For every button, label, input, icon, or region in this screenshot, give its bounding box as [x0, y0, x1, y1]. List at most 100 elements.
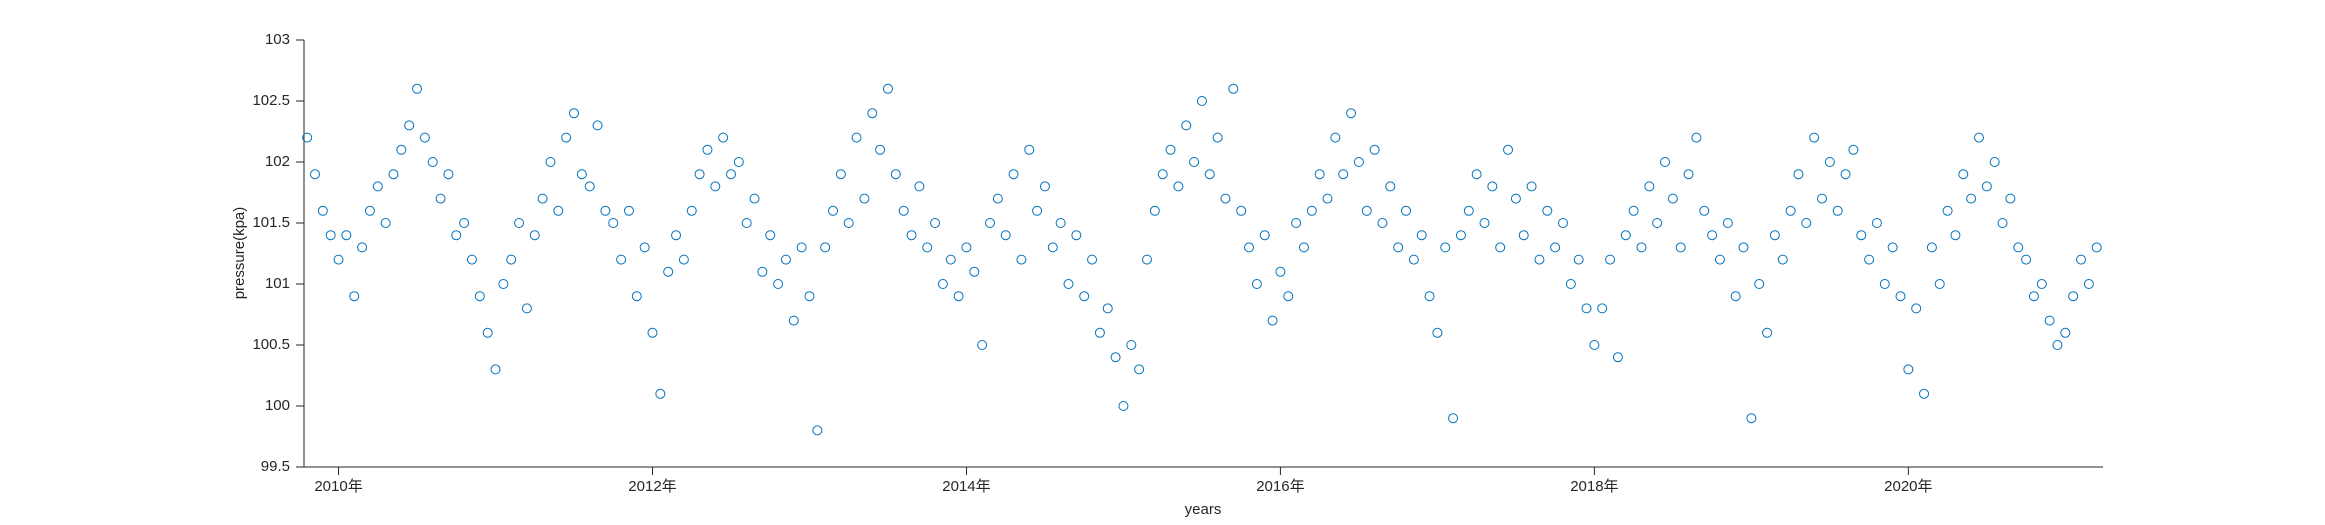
data-point	[1110, 352, 1121, 363]
data-point	[820, 242, 831, 253]
data-point	[1605, 254, 1616, 265]
data-point	[1848, 144, 1859, 155]
data-point	[1149, 205, 1160, 216]
data-point	[1039, 181, 1050, 192]
data-point	[1589, 340, 1600, 350]
data-point	[1864, 254, 1875, 265]
data-point	[2028, 291, 2039, 302]
y-tick-label: 100	[265, 397, 290, 414]
data-point	[1652, 218, 1663, 228]
data-point	[843, 218, 854, 228]
data-point	[725, 169, 736, 180]
data-point	[592, 120, 603, 131]
data-point	[2060, 327, 2071, 338]
data-point	[2083, 279, 2094, 289]
data-point	[1212, 132, 1223, 143]
data-point	[1361, 205, 1372, 216]
data-point	[882, 83, 893, 94]
data-point	[1934, 279, 1945, 289]
data-point	[1416, 230, 1427, 241]
data-point	[1856, 230, 1867, 241]
data-point	[1675, 242, 1686, 253]
data-point	[1008, 169, 1019, 180]
data-point	[506, 254, 517, 265]
data-point	[474, 291, 485, 302]
data-point	[333, 254, 344, 265]
data-point	[1291, 218, 1302, 228]
data-point	[937, 279, 948, 289]
data-point	[804, 291, 815, 302]
data-point	[1440, 242, 1451, 253]
data-point	[1565, 279, 1576, 289]
x-tick-label: 2018年	[1570, 478, 1618, 495]
data-point	[1134, 364, 1145, 375]
data-point	[1244, 242, 1255, 253]
data-point	[1267, 315, 1278, 326]
data-point	[1079, 291, 1090, 302]
data-point	[1879, 279, 1890, 289]
y-tick-label: 102	[265, 153, 290, 170]
data-point	[1612, 352, 1623, 363]
data-point	[1094, 327, 1105, 338]
data-point	[1550, 242, 1561, 253]
data-point	[1762, 327, 1773, 338]
data-point	[1942, 205, 1953, 216]
data-point	[545, 157, 556, 167]
data-point	[514, 218, 525, 228]
data-point	[1408, 254, 1419, 265]
data-point	[1118, 401, 1129, 411]
data-point	[1126, 340, 1137, 350]
data-point	[1000, 230, 1011, 241]
data-point	[1581, 303, 1592, 314]
data-point	[2036, 279, 2047, 289]
data-point	[647, 327, 658, 338]
data-point	[1644, 181, 1655, 192]
data-point	[749, 193, 760, 204]
data-point	[1667, 193, 1678, 204]
data-point	[529, 230, 540, 241]
data-point	[1573, 254, 1584, 265]
data-point	[631, 291, 642, 302]
data-point	[435, 193, 446, 204]
data-point	[1165, 144, 1176, 155]
data-point	[1903, 364, 1914, 375]
data-point	[906, 230, 917, 241]
data-point	[828, 205, 839, 216]
data-point	[1306, 205, 1317, 216]
data-point	[1204, 169, 1215, 180]
data-point	[1636, 242, 1647, 253]
y-axis-label: pressure(kpa)	[231, 207, 248, 300]
x-tick-label: 2014年	[942, 478, 990, 495]
data-point	[1016, 254, 1027, 265]
data-point	[741, 218, 752, 228]
data-point	[1189, 157, 1200, 167]
data-point	[898, 205, 909, 216]
data-point	[2068, 291, 2079, 302]
x-tick-label: 2016年	[1256, 478, 1304, 495]
data-point	[977, 340, 988, 350]
data-point	[1597, 303, 1608, 314]
data-point	[1087, 254, 1098, 265]
y-tick-label: 102.5	[252, 92, 290, 109]
data-point	[757, 266, 768, 277]
data-point	[1448, 413, 1459, 424]
data-point	[1746, 413, 1757, 424]
data-point	[357, 242, 368, 253]
data-point	[1714, 254, 1725, 265]
data-point	[663, 266, 674, 277]
data-point	[1722, 218, 1733, 228]
data-point	[1346, 108, 1357, 119]
data-point	[1707, 230, 1718, 241]
data-point	[969, 266, 980, 277]
data-point	[710, 181, 721, 192]
data-point	[1471, 169, 1482, 180]
data-point	[1047, 242, 1058, 253]
data-point	[349, 291, 360, 302]
data-point	[851, 132, 862, 143]
y-tick-label: 99.5	[261, 458, 290, 475]
data-point	[309, 169, 320, 180]
data-point	[796, 242, 807, 253]
data-point	[765, 230, 776, 241]
